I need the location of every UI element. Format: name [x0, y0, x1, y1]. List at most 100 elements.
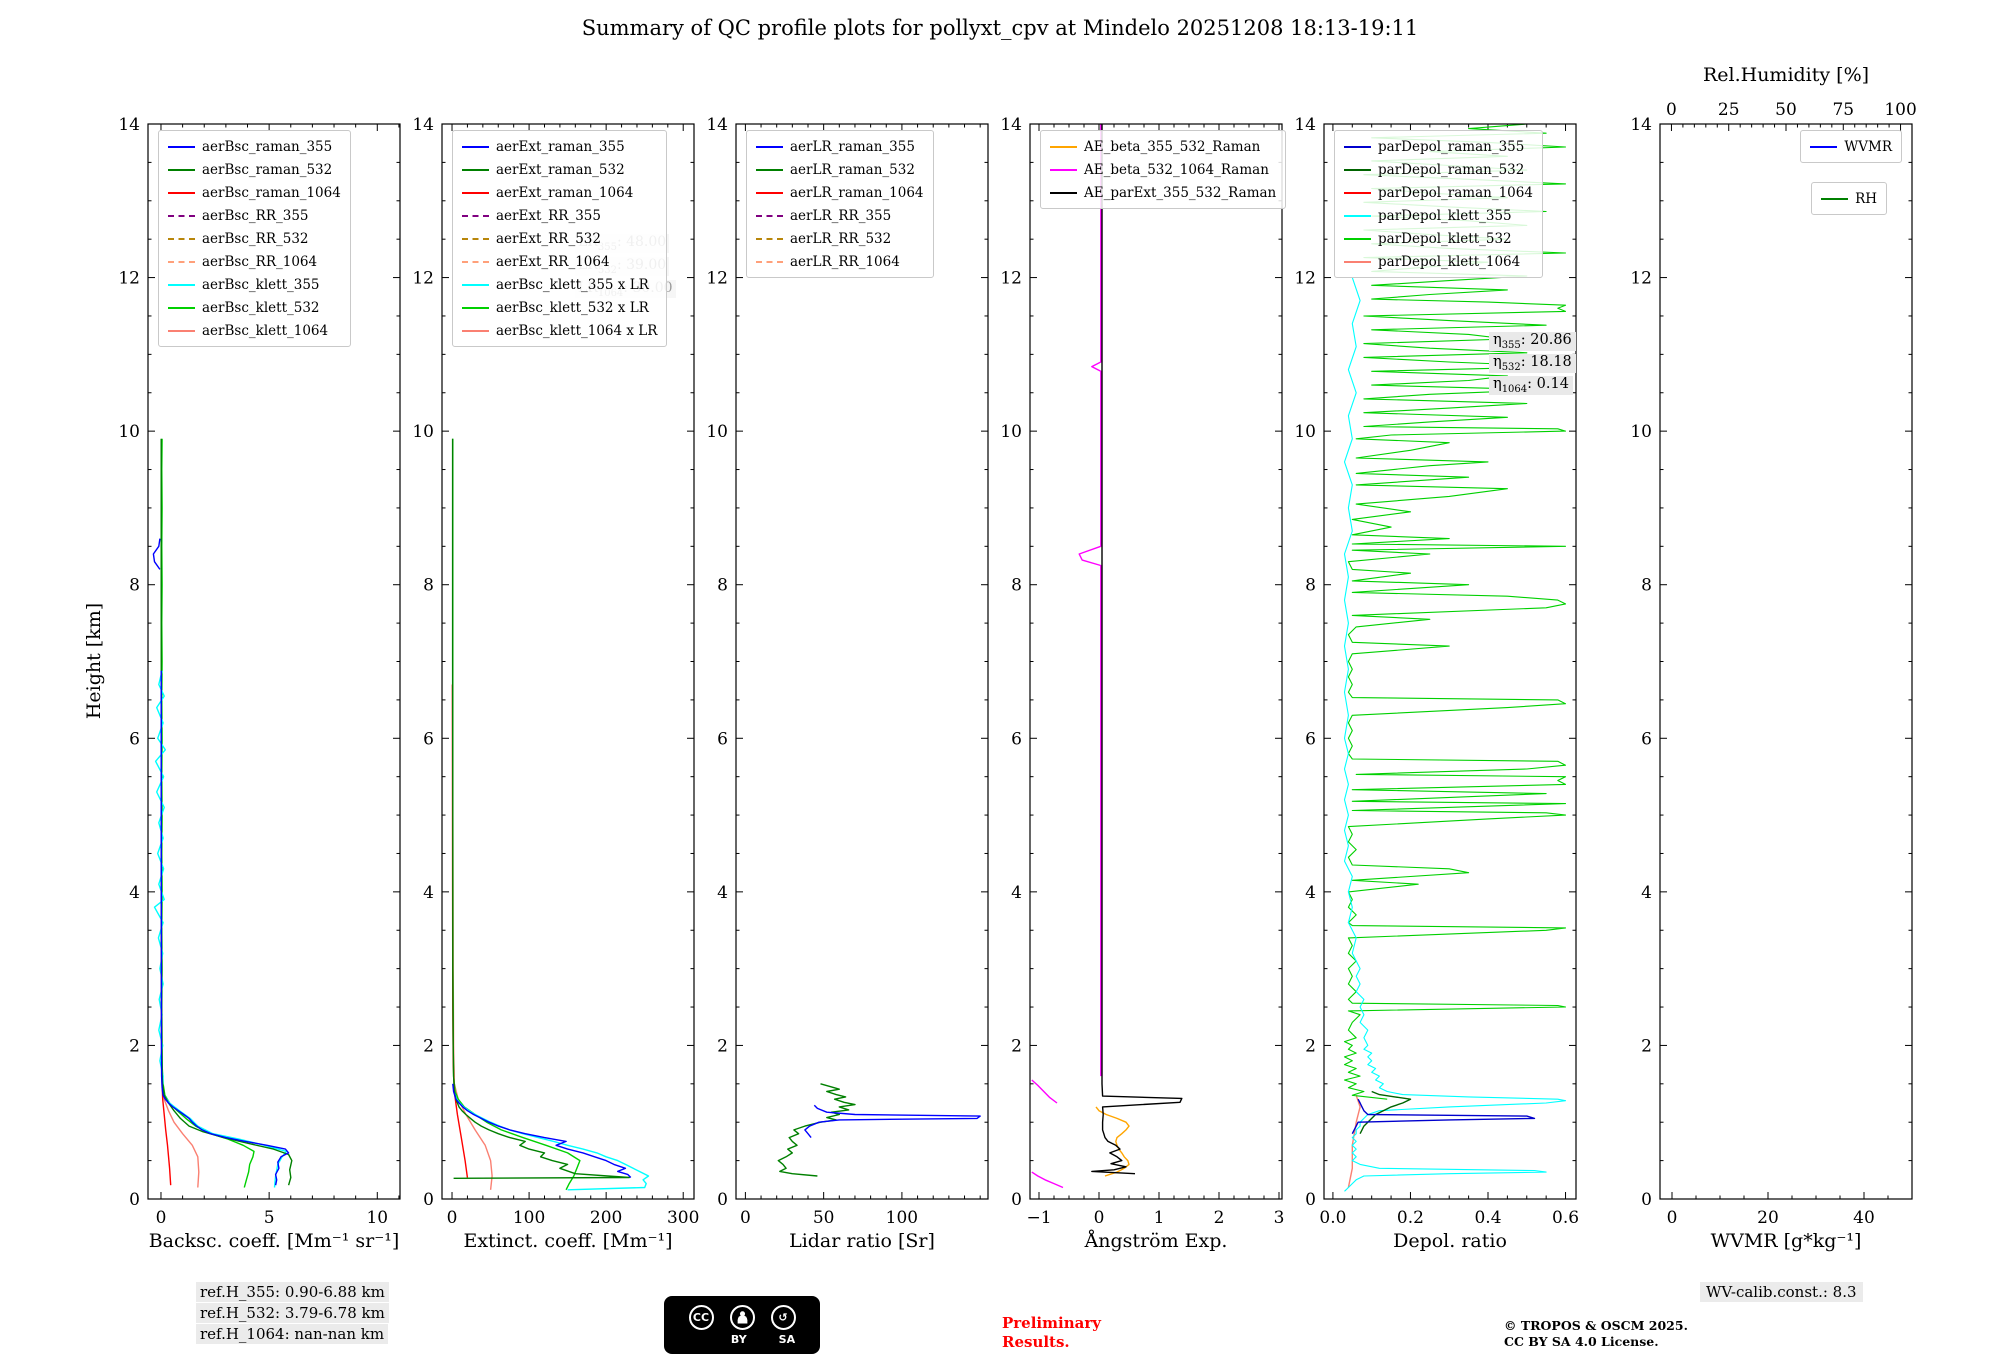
y-tick-label: 0 — [1011, 1190, 1022, 1210]
legend-item: WVMR — [1810, 135, 1892, 158]
y-tick-label: 12 — [1000, 269, 1022, 289]
legend-label: AE_parExt_355_532_Raman — [1084, 184, 1277, 201]
legend-label: aerBsc_klett_1064 — [202, 322, 329, 339]
series-aerLR_raman_532 — [777, 1083, 856, 1177]
legend-item: aerExt_RR_1064 — [462, 250, 657, 273]
legend-item: aerBsc_klett_1064 x LR — [462, 319, 657, 342]
legend-depol: parDepol_raman_355 parDepol_raman_532 parD… — [1334, 130, 1543, 278]
rh-tick-label: 25 — [1718, 100, 1740, 120]
y-tick-label: 2 — [1011, 1036, 1022, 1056]
y-tick-label: 14 — [118, 115, 140, 135]
x-tick-label: 5 — [264, 1208, 275, 1228]
legend-label: aerExt_raman_1064 — [496, 184, 634, 201]
legend-item: RH — [1821, 187, 1877, 210]
y-tick-label: 4 — [717, 883, 728, 903]
x-tick-label: 0 — [447, 1208, 458, 1228]
x-tick-label: 0.4 — [1474, 1208, 1501, 1228]
y-tick-label: 4 — [1305, 883, 1316, 903]
panel-depol: 0.0 0.2 0.4 0.6 0 2 4 6 8 10 12 14 — [1294, 115, 1579, 1228]
legend-label: parDepol_klett_532 — [1378, 230, 1512, 247]
legend-label: aerExt_RR_355 — [496, 207, 601, 224]
rh-axis-label: Rel.Humidity [%] — [1702, 64, 1870, 86]
cc-by-label: BY — [730, 1332, 747, 1346]
legend-item: aerExt_RR_355 — [462, 204, 657, 227]
rh-tick-label: 50 — [1775, 100, 1797, 120]
series-aerBsc_raman_355 — [160, 670, 290, 1186]
series-parDepol_klett_355 — [1343, 277, 1567, 1192]
x-tick-label: 0 — [740, 1208, 751, 1228]
y-tick-label: 4 — [1011, 883, 1022, 903]
axis-ticks-depol — [1324, 123, 1576, 1200]
legend-label: aerExt_raman_355 — [496, 138, 625, 155]
cc-text-row: BY SA — [731, 1333, 795, 1346]
y-tick-label: 8 — [1011, 576, 1022, 596]
legend-label: aerBsc_raman_532 — [202, 161, 333, 178]
legend-line-sample — [1344, 214, 1371, 217]
y-tick-label: 8 — [129, 576, 140, 596]
y-tick-label: 14 — [1000, 115, 1022, 135]
y-tick-label: 2 — [1305, 1036, 1316, 1056]
y-tick-label: 4 — [1641, 883, 1652, 903]
y-tick-label: 12 — [1630, 269, 1652, 289]
x-tick-label: 40 — [1853, 1208, 1875, 1228]
y-tick-label: 14 — [1294, 115, 1316, 135]
refh-532: ref.H_532: 3.79-6.78 km — [196, 1303, 389, 1323]
series-parDepol_raman_532 — [1359, 1090, 1412, 1135]
series-group-backsc — [152, 438, 293, 1188]
attribution-person-icon — [729, 1304, 755, 1330]
legend-lr: aerLR_raman_355 aerLR_raman_532 aerLR_rama… — [746, 130, 934, 278]
y-tick-label: 2 — [129, 1036, 140, 1056]
legend-item: aerExt_raman_1064 — [462, 181, 657, 204]
share-alike-icon: ↺ — [770, 1304, 796, 1330]
legend-line-sample — [1344, 145, 1371, 148]
legend-item: AE_parExt_355_532_Raman — [1050, 181, 1276, 204]
y-tick-label: 10 — [1000, 422, 1022, 442]
legend-label: AE_beta_355_532_Raman — [1084, 138, 1261, 155]
legend-line-sample — [168, 145, 195, 148]
y-tick-label: 8 — [423, 576, 434, 596]
x-axis-label-backsc: Backsc. coeff. [Mm⁻¹ sr⁻¹] — [148, 1230, 400, 1252]
x-tick-label: 200 — [590, 1208, 622, 1228]
legend-line-sample — [1344, 191, 1371, 194]
legend-item: aerExt_raman_532 — [462, 158, 657, 181]
legend-line-sample — [1344, 260, 1371, 263]
axes-frame-lr — [735, 123, 989, 1200]
legend-line-sample — [1821, 197, 1849, 200]
legend-item: aerLR_RR_1064 — [756, 250, 924, 273]
annotation-line: η532: 18.18 — [1489, 353, 1576, 373]
axis-ticks-wvmr — [1659, 123, 1913, 1200]
y-tick-label: 12 — [412, 269, 434, 289]
wv-calib-annotation: WV-calib.const.: 8.3 — [1700, 1282, 1863, 1302]
series-AE_beta_532_1064_Raman — [1078, 124, 1102, 1077]
legend-line-sample — [756, 191, 783, 194]
legend-item: aerLR_RR_355 — [756, 204, 924, 227]
axes-frame-depol — [1323, 123, 1577, 1200]
legend-item: aerLR_raman_1064 — [756, 181, 924, 204]
legend-line-sample — [168, 191, 195, 194]
eta-values-annotation: η355: 20.86 η532: 18.18 η1064: 0.14 — [1489, 332, 1576, 398]
legend-line-sample — [1344, 168, 1371, 171]
legend-item: AE_beta_532_1064_Raman — [1050, 158, 1276, 181]
legend-line-sample — [756, 168, 783, 171]
rh-tick-label: 0 — [1666, 100, 1677, 120]
legend-item: aerExt_RR_532 — [462, 227, 657, 250]
y-tick-label: 0 — [717, 1190, 728, 1210]
legend-item: aerBsc_klett_532 x LR — [462, 296, 657, 319]
x-tick-label: 0.2 — [1397, 1208, 1424, 1228]
legend-line-sample — [756, 214, 783, 217]
legend-line-sample — [168, 283, 195, 286]
series-aerExt_raman_355 — [452, 1083, 632, 1178]
y-tick-label: 6 — [1641, 729, 1652, 749]
cc-icon: CC — [688, 1304, 714, 1330]
legend-label: aerBsc_RR_1064 — [202, 253, 318, 270]
legend-line-sample — [168, 237, 195, 240]
y-tick-label: 10 — [706, 422, 728, 442]
legend-label: aerExt_RR_1064 — [496, 253, 610, 270]
legend-item: aerBsc_raman_355 — [168, 135, 341, 158]
series-group-depol — [1343, 124, 1567, 1192]
legend-item: parDepol_klett_355 — [1344, 204, 1533, 227]
refh-355: ref.H_355: 0.90-6.88 km — [196, 1282, 389, 1302]
legend-line-sample — [168, 214, 195, 217]
y-tick-label: 6 — [129, 729, 140, 749]
legend-line-sample — [462, 145, 489, 148]
